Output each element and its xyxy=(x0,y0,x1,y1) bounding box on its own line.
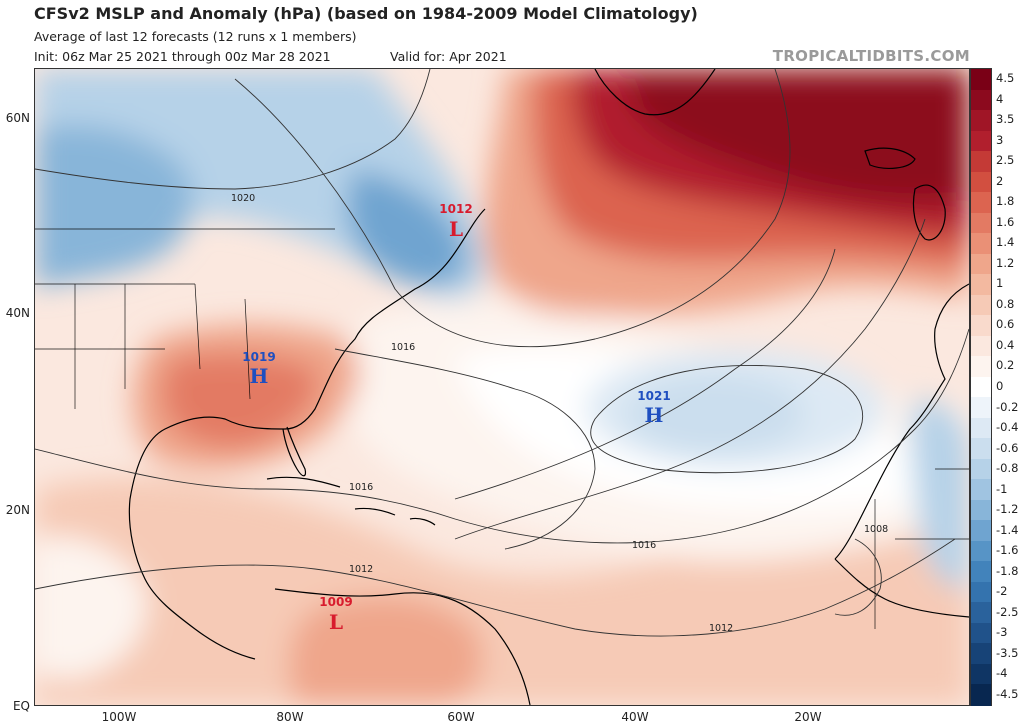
isobar-label: 1020 xyxy=(231,193,255,204)
colorbar-segment xyxy=(971,499,991,521)
high-center-marker: H xyxy=(250,364,269,388)
colorbar-label: 4 xyxy=(996,91,1004,106)
colorbar-segment xyxy=(971,130,991,152)
colorbar-label: -2.5 xyxy=(996,604,1019,619)
colorbar-label: -3.5 xyxy=(996,645,1019,660)
colorbar-segment xyxy=(971,294,991,316)
low-center-marker: L xyxy=(329,610,343,634)
colorbar-label: 0 xyxy=(996,379,1004,393)
colorbar-label: -2 xyxy=(996,584,1008,599)
low-center-value: 1009 xyxy=(319,595,352,609)
header: CFSv2 MSLP and Anomaly (hPa) (based on 1… xyxy=(0,0,1024,68)
colorbar-segment xyxy=(971,417,991,439)
isobar-label: 1012 xyxy=(349,564,373,575)
colorbar-segment xyxy=(971,643,991,665)
colorbar-segment xyxy=(971,274,991,296)
lat-label: 40N xyxy=(5,306,30,320)
colorbar-segment xyxy=(971,356,991,378)
colorbar-segment xyxy=(971,520,991,542)
colorbar-segment xyxy=(971,110,991,132)
colorbar-segment xyxy=(971,397,991,419)
colorbar-segment xyxy=(971,69,991,91)
isobar-label: 1016 xyxy=(349,482,373,493)
colorbar-segment xyxy=(971,479,991,501)
colorbar-label: -0.8 xyxy=(996,461,1019,476)
colorbar-label: -0.2 xyxy=(996,399,1019,414)
lat-label: 20N xyxy=(5,503,30,517)
colorbar-label: 2.5 xyxy=(996,153,1015,168)
site-watermark: TROPICALTIDBITS.COM xyxy=(772,47,970,65)
high-center-marker: H xyxy=(645,403,664,427)
colorbar-label: -0.4 xyxy=(996,420,1019,435)
colorbar-label: -4 xyxy=(996,666,1008,681)
isobar-label: 1016 xyxy=(632,540,656,551)
colorbar-segment xyxy=(971,233,991,255)
colorbar-label: 3.5 xyxy=(996,112,1015,127)
colorbar-segment xyxy=(971,602,991,624)
colorbar-segment xyxy=(971,581,991,603)
lat-label: 60N xyxy=(5,111,30,125)
chart-subtitle: Average of last 12 forecasts (12 runs x … xyxy=(34,29,357,44)
colorbar-label: 0.4 xyxy=(996,337,1015,352)
lon-label: 100W xyxy=(101,710,137,724)
isobar-label: 1016 xyxy=(391,342,415,353)
colorbar-segment xyxy=(971,663,991,686)
boundaries xyxy=(35,228,969,629)
colorbar-label: 0.6 xyxy=(996,317,1015,332)
colorbar-segment xyxy=(971,561,991,583)
colorbar-segment xyxy=(971,212,991,234)
colorbar-segment xyxy=(971,253,991,275)
map-panel: 1020 1016 1016 1016 1012 1012 1008 1012 … xyxy=(34,68,970,706)
lon-label: 40W xyxy=(621,710,649,724)
colorbar-label: 1.6 xyxy=(996,214,1015,229)
colorbar-segment xyxy=(971,171,991,193)
colorbar-label: -4.5 xyxy=(996,686,1019,701)
colorbar-label: 1.4 xyxy=(996,235,1015,250)
chart-title: CFSv2 MSLP and Anomaly (hPa) (based on 1… xyxy=(34,4,698,23)
map-canvas: 1020 1016 1016 1016 1012 1012 1008 1012 … xyxy=(35,69,969,705)
colorbar-label: -3 xyxy=(996,625,1008,640)
colorbar-label: -1.8 xyxy=(996,563,1019,578)
colorbar-label: 0.2 xyxy=(996,358,1015,373)
colorbar-label: 1 xyxy=(996,276,1004,291)
colorbar-label: 2 xyxy=(996,173,1004,188)
colorbar-label: 1.8 xyxy=(996,194,1015,209)
lon-label: 80W xyxy=(276,710,304,724)
colorbar-segment xyxy=(971,622,991,645)
colorbar-label: -1 xyxy=(996,481,1008,496)
colorbar-segment xyxy=(971,438,991,460)
colorbar-segment xyxy=(971,315,991,337)
colorbar-segment xyxy=(971,192,991,214)
colorbar-segment xyxy=(971,376,991,398)
colorbar-segment xyxy=(971,151,991,173)
isobar-label: 1008 xyxy=(864,524,888,535)
colorbar-segment xyxy=(971,684,991,706)
colorbar-segment xyxy=(971,540,991,562)
isobar-label: 1012 xyxy=(709,623,733,634)
high-center-value: 1021 xyxy=(637,389,670,403)
valid-time: Valid for: Apr 2021 xyxy=(390,49,507,64)
colorbar-label: -1.6 xyxy=(996,543,1019,558)
colorbar xyxy=(970,68,992,706)
lat-label: EQ xyxy=(12,699,30,713)
colorbar-segment xyxy=(971,458,991,480)
lon-label: 20W xyxy=(794,710,822,724)
colorbar-label: 3 xyxy=(996,132,1004,147)
coastlines xyxy=(128,69,969,705)
isobars xyxy=(35,69,969,637)
colorbar-label: -0.6 xyxy=(996,440,1019,455)
low-center-value: 1012 xyxy=(439,202,472,216)
lon-label: 60W xyxy=(447,710,475,724)
high-center-value: 1019 xyxy=(242,350,275,364)
init-time: Init: 06z Mar 25 2021 through 00z Mar 28… xyxy=(34,49,331,64)
colorbar-segment xyxy=(971,89,991,111)
colorbar-label: 4.5 xyxy=(996,71,1015,86)
colorbar-label: -1.4 xyxy=(996,522,1019,537)
colorbar-label: 1.2 xyxy=(996,255,1015,270)
anomaly-field xyxy=(35,69,969,705)
colorbar-label: 0.8 xyxy=(996,296,1015,311)
colorbar-label: -1.2 xyxy=(996,502,1019,517)
colorbar-segment xyxy=(971,335,991,357)
low-center-marker: L xyxy=(449,217,463,241)
